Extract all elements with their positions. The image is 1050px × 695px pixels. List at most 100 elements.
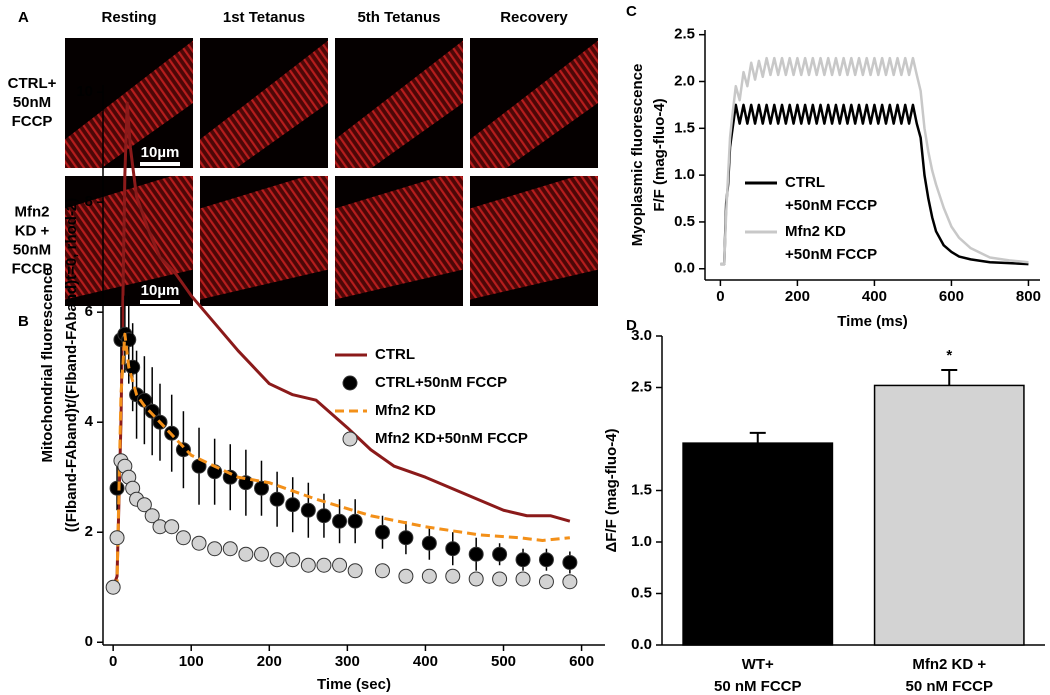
y-tick-label: 2.0 [674, 72, 695, 89]
panel-label: C [626, 3, 637, 20]
data-point [421, 568, 437, 584]
x-tick-label: 400 [413, 653, 438, 670]
x-tick-label: 0 [109, 653, 117, 670]
panel-label: B [18, 313, 29, 330]
data-point [300, 502, 316, 518]
data-point [285, 552, 301, 568]
data-point [300, 557, 316, 573]
legend-symbol [342, 375, 358, 391]
data-point [109, 530, 125, 546]
data-point [538, 574, 554, 590]
y-axis-title: ((FIband-FAband)t/(FIband-FAband)t=0, rh… [63, 198, 80, 533]
data-point [515, 571, 531, 587]
data-point [238, 546, 254, 562]
legend-label: Mfn2 KD [375, 402, 436, 419]
y-axis-title: F/F (mag-fluo-4) [651, 98, 668, 211]
legend-label: CTRL+50nM FCCP [785, 174, 877, 214]
muscle-fiber [470, 40, 598, 168]
data-point [347, 513, 363, 529]
y-tick-label: 0.5 [674, 213, 695, 230]
data-line [111, 332, 571, 589]
legend-label: CTRL [375, 346, 415, 363]
y-tick-label: 0 [85, 633, 93, 650]
legend-label: Mfn2 KD+50nM FCCP [375, 430, 528, 447]
y-tick-label: 8 [85, 193, 93, 210]
muscle-fiber [200, 176, 328, 300]
x-tick-label: 200 [785, 288, 810, 305]
data-point [175, 530, 191, 546]
y-axis-title: ΔF/F (mag-fluo-4) [603, 428, 620, 552]
x-axis-title: Time (sec) [317, 676, 391, 693]
data-line [720, 103, 1029, 266]
micrograph [335, 38, 463, 168]
data-point [492, 546, 508, 562]
y-tick-label: 0.5 [631, 584, 652, 601]
micrograph [335, 176, 463, 306]
x-tick-label: 0 [716, 288, 724, 305]
data-point [285, 497, 301, 513]
legend-label: CTRL+50nM FCCP [375, 374, 507, 391]
y-tick-label: 0.0 [674, 260, 695, 277]
x-tick-label: 500 [491, 653, 516, 670]
muscle-fiber [65, 40, 193, 168]
x-tick-label: 100 [179, 653, 204, 670]
micrograph [470, 38, 598, 168]
x-tick-label: 200 [257, 653, 282, 670]
bar [682, 442, 834, 646]
row-label: Mfn2 KD +50nM FCCP [12, 203, 53, 277]
y-tick-label: 1.0 [674, 166, 695, 183]
legend-label: Mfn2 KD+50nM FCCP [785, 223, 877, 263]
x-tick-label: 800 [1016, 288, 1041, 305]
x-tick-label: 400 [862, 288, 887, 305]
y-tick-label: 6 [85, 303, 93, 320]
data-point [332, 557, 348, 573]
data-point [421, 535, 437, 551]
micrograph [200, 38, 328, 168]
column-header: Resting [101, 9, 156, 26]
legend-symbol [342, 431, 358, 447]
y-tick-label: 2.5 [631, 378, 652, 395]
data-point [109, 480, 125, 496]
y-tick-label: 4 [85, 413, 94, 430]
y-tick-label: 1.0 [631, 533, 652, 550]
data-point [445, 541, 461, 557]
data-point [515, 552, 531, 568]
muscle-fiber [335, 40, 463, 168]
y-tick-label: 10 [76, 83, 93, 100]
data-point [207, 541, 223, 557]
y-tick-label: 2 [85, 523, 93, 540]
data-point [562, 554, 578, 570]
data-point [468, 571, 484, 587]
muscle-fiber [335, 176, 463, 300]
data-point [253, 546, 269, 562]
data-point [492, 571, 508, 587]
scale-bar-label: 10µm [141, 144, 180, 161]
data-point [347, 563, 363, 579]
data-point [105, 579, 121, 595]
data-point [468, 546, 484, 562]
data-point [398, 568, 414, 584]
micrograph [470, 176, 598, 306]
data-point [144, 508, 160, 524]
data-point [332, 513, 348, 529]
y-tick-label: 0.0 [631, 636, 652, 653]
data-point [175, 442, 191, 458]
y-tick-label: 1.5 [674, 119, 695, 136]
x-tick-label: WT+ 50 nM FCCP [714, 656, 802, 695]
data-line [111, 101, 571, 588]
data-point [191, 535, 207, 551]
y-tick-label: 3.0 [631, 327, 652, 344]
data-point [445, 568, 461, 584]
scale-bar-label: 10µm [141, 282, 180, 299]
y-axis-title: Myoplasmic fluorescence [629, 64, 646, 247]
column-header: 1st Tetanus [223, 9, 305, 26]
x-tick-label: Mfn2 KD +50 nM FCCP [905, 656, 993, 695]
data-point [144, 403, 160, 419]
panel-label: A [18, 9, 29, 26]
x-tick-label: 300 [335, 653, 360, 670]
muscle-fiber [200, 40, 328, 168]
column-header: Recovery [500, 9, 568, 26]
data-point [538, 552, 554, 568]
column-header: 5th Tetanus [357, 9, 440, 26]
